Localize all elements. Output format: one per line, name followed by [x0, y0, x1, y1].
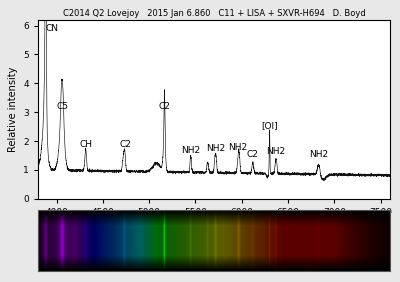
Text: [OI]: [OI] [261, 121, 278, 130]
Title: C2014 Q2 Lovejoy   2015 Jan 6.860   C11 + LISA + SXVR-H694   D. Boyd: C2014 Q2 Lovejoy 2015 Jan 6.860 C11 + LI… [63, 8, 365, 17]
Text: C2: C2 [247, 150, 259, 159]
Text: NH2: NH2 [309, 150, 328, 159]
Text: C2: C2 [119, 140, 131, 149]
Text: CN: CN [45, 24, 58, 33]
Text: NH2: NH2 [181, 146, 200, 155]
Text: NH2: NH2 [228, 143, 248, 152]
X-axis label: Wavelength (Å): Wavelength (Å) [176, 222, 252, 234]
Text: CH: CH [79, 140, 92, 149]
Text: C2: C2 [158, 102, 170, 111]
Text: NH2: NH2 [206, 144, 225, 153]
Text: C5: C5 [56, 102, 68, 111]
Y-axis label: Relative intensity: Relative intensity [8, 67, 18, 152]
Text: NH2: NH2 [266, 147, 286, 156]
